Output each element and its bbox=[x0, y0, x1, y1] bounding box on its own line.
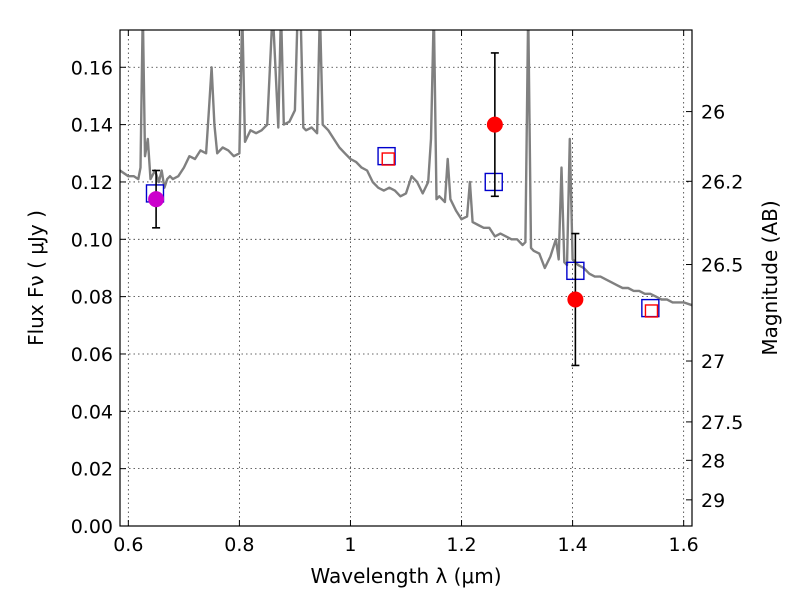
data-point-square bbox=[644, 304, 659, 318]
marker-layer bbox=[145, 52, 660, 367]
y2-tick-label: 27.5 bbox=[701, 412, 743, 434]
y2-tick-label: 28 bbox=[701, 450, 725, 472]
x-tick-label: 0.6 bbox=[113, 534, 143, 556]
data-point-square bbox=[484, 172, 503, 192]
spectrum-line bbox=[120, 30, 692, 307]
x-tick-label: 1 bbox=[344, 534, 356, 556]
y2-axis: 26 26.2 26.5 27 27.5 28 29 bbox=[686, 102, 743, 512]
y-tick-label: 0.04 bbox=[71, 401, 113, 423]
y-tick-label: 0.10 bbox=[71, 229, 113, 251]
data-point-circle bbox=[148, 191, 165, 208]
plot-background bbox=[120, 30, 692, 526]
x-tick-label: 1.6 bbox=[669, 534, 699, 556]
y-tick-label: 0.08 bbox=[71, 287, 113, 309]
series-layer bbox=[120, 30, 692, 307]
y2-tick-label: 26.2 bbox=[701, 171, 743, 193]
y2-tick-label: 26 bbox=[701, 102, 725, 124]
x-tick-label: 1.4 bbox=[557, 534, 587, 556]
y-axis: 0.00 0.02 0.04 0.06 0.08 0.10 0.12 0.14 0.16 bbox=[71, 57, 126, 538]
y-tick-label: 0.00 bbox=[71, 516, 113, 538]
y-tick-label: 0.12 bbox=[71, 172, 113, 194]
y2-axis-label: Magnitude (AB) bbox=[758, 200, 782, 355]
y-axis-label: Flux Fν ( μJy ) bbox=[24, 210, 48, 346]
y-tick-label: 0.06 bbox=[71, 344, 113, 366]
y-tick-label: 0.02 bbox=[71, 459, 113, 481]
x-tick-label: 0.8 bbox=[224, 534, 254, 556]
x-axis-label: Wavelength λ (μm) bbox=[310, 564, 501, 588]
x-axis: 0.6 0.8 1 1.2 1.4 1.6 bbox=[113, 30, 699, 556]
plot-frame bbox=[119, 29, 693, 527]
data-point-circle bbox=[486, 116, 503, 133]
y-tick-label: 0.16 bbox=[71, 57, 113, 79]
y-tick-label: 0.14 bbox=[71, 115, 113, 137]
data-point-circle bbox=[567, 291, 584, 308]
x-tick-label: 1.2 bbox=[446, 534, 476, 556]
y2-tick-label: 29 bbox=[701, 490, 725, 512]
y2-tick-label: 26.5 bbox=[701, 255, 743, 277]
y2-tick-label: 27 bbox=[701, 351, 725, 373]
data-point-square bbox=[381, 152, 395, 166]
